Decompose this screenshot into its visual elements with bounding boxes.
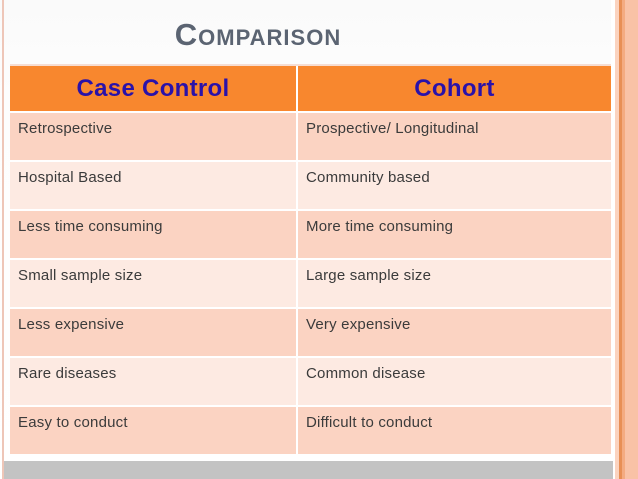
page-title: Comparison — [174, 17, 342, 52]
cell-cohort-difficult-conduct: Difficult to conduct — [298, 407, 611, 454]
cell-cohort-community-based: Community based — [298, 162, 611, 209]
comparison-table: Case Control Cohort Retrospective Prospe… — [10, 66, 611, 454]
cell-cohort-prospective: Prospective/ Longitudinal — [298, 113, 611, 160]
cell-cohort-common-disease: Common disease — [298, 358, 611, 405]
cell-case-control-hospital-based: Hospital Based — [10, 162, 296, 209]
cell-case-control-retrospective: Retrospective — [10, 113, 296, 160]
cell-case-control-less-time: Less time consuming — [10, 211, 296, 258]
comparison-table-frame: Case Control Cohort Retrospective Prospe… — [10, 64, 611, 460]
column-header-case-control: Case Control — [10, 66, 296, 111]
cell-case-control-rare-diseases: Rare diseases — [10, 358, 296, 405]
cell-cohort-very-expensive: Very expensive — [298, 309, 611, 356]
left-accent-line — [2, 0, 4, 479]
cell-cohort-large-sample: Large sample size — [298, 260, 611, 307]
cell-case-control-easy-conduct: Easy to conduct — [10, 407, 296, 454]
cell-case-control-less-expensive: Less expensive — [10, 309, 296, 356]
right-accent-band — [611, 0, 638, 479]
column-header-cohort: Cohort — [298, 66, 611, 111]
bottom-gray-bar — [4, 461, 613, 479]
cell-cohort-more-time: More time consuming — [298, 211, 611, 258]
cell-case-control-small-sample: Small sample size — [10, 260, 296, 307]
